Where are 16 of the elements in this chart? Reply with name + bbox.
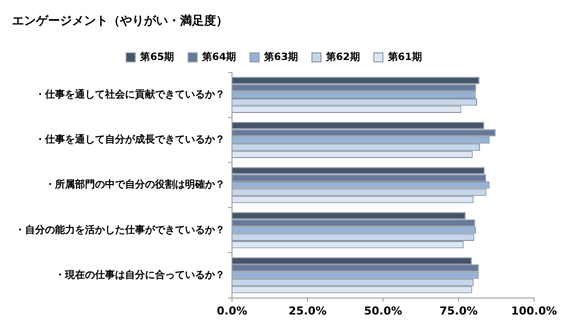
legend-label: 第65期 [139, 50, 174, 63]
x-tick-label: 50.0% [364, 304, 402, 318]
legend-label: 第61期 [386, 50, 422, 63]
y-tick-label: ・現在の仕事は自分に合っているか？ [55, 268, 225, 281]
y-tick-label: ・仕事を通して自分が成長できているか？ [35, 134, 225, 146]
x-tick-label: 100.0% [511, 304, 558, 318]
x-tick-label: 25.0% [288, 304, 327, 318]
legend-label: 第64期 [201, 50, 236, 63]
x-tick-label: 75.0% [439, 304, 478, 318]
x-tick-label: 0.0% [216, 304, 248, 318]
legend-label: 第62期 [324, 50, 360, 63]
legend-label: 第63期 [263, 50, 298, 63]
y-tick-label: ・所属部門の中で自分の役割は明確か？ [45, 178, 225, 191]
text: エンゲージメント（やりがい・満足度） [12, 13, 228, 28]
y-tick-label: ・仕事を通して社会に貢献できているか？ [35, 88, 225, 101]
y-tick-label: ・自分の能力を活かした仕事ができているか？ [15, 224, 225, 236]
